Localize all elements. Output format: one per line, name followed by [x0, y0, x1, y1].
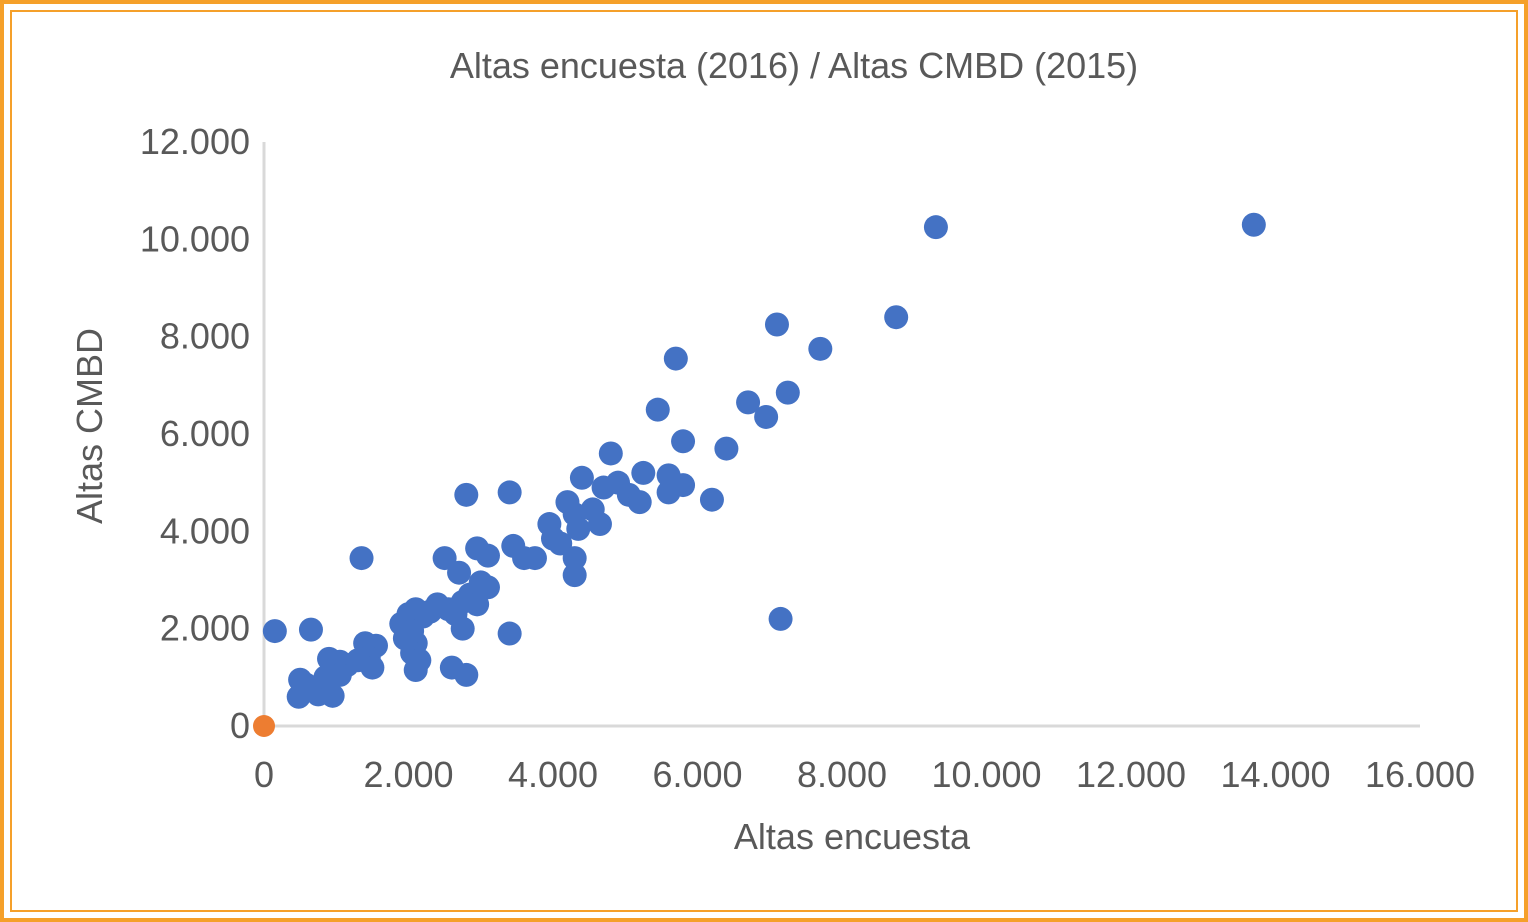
data-point [598, 441, 623, 466]
x-tick-label: 0 [254, 754, 274, 795]
x-tick-label: 2.000 [363, 754, 453, 795]
data-point [808, 336, 833, 361]
data-point [450, 616, 475, 641]
data-point [497, 480, 522, 505]
data-point [768, 606, 793, 631]
data-point [562, 546, 587, 571]
data-point [562, 563, 587, 588]
data-point [627, 490, 652, 515]
data-point [714, 436, 739, 461]
data-point [1241, 212, 1266, 237]
data-point [566, 516, 591, 541]
data-point [454, 482, 479, 507]
data-point [447, 560, 472, 585]
y-tick-label: 0 [230, 705, 250, 746]
x-tick-label: 10.000 [931, 754, 1041, 795]
x-tick-label: 4.000 [508, 754, 598, 795]
data-point [671, 429, 696, 454]
data-point [497, 621, 522, 646]
y-axis-label: Altas CMBD [69, 328, 110, 524]
data-point [262, 619, 287, 644]
x-tick-label: 8.000 [797, 754, 887, 795]
origin-point [253, 715, 275, 737]
data-point [475, 543, 500, 568]
data-point [475, 575, 500, 600]
data-point [403, 658, 428, 683]
x-tick-labels: 0 2.000 4.000 6.000 8.000 10.000 12.000 14.000 1… [254, 754, 1475, 795]
y-tick-label: 6.000 [160, 413, 250, 454]
data-point [754, 404, 779, 429]
data-point [671, 473, 696, 498]
data-point [522, 546, 547, 571]
data-point [775, 380, 800, 405]
data-point [349, 546, 374, 571]
data-point [569, 465, 594, 490]
data-point [631, 460, 656, 485]
y-tick-labels: 0 2.000 4.000 6.000 8.000 10.000 12.000 [140, 121, 250, 746]
x-tick-label: 12.000 [1076, 754, 1186, 795]
y-tick-label: 2.000 [160, 608, 250, 649]
data-point [587, 512, 612, 537]
data-points [253, 212, 1266, 737]
x-axis-label: Altas encuesta [734, 816, 971, 857]
data-point [298, 617, 323, 642]
data-point [884, 305, 909, 330]
data-point [699, 487, 724, 512]
x-tick-label: 16.000 [1365, 754, 1475, 795]
data-point [320, 683, 345, 708]
y-tick-label: 12.000 [140, 121, 250, 162]
data-point [923, 215, 948, 240]
data-point [465, 592, 490, 617]
y-tick-label: 8.000 [160, 316, 250, 357]
x-tick-label: 14.000 [1220, 754, 1330, 795]
data-point [293, 672, 318, 697]
chart-title: Altas encuesta (2016) / Altas CMBD (2015… [450, 45, 1138, 86]
data-point [432, 546, 457, 571]
chart-frame-inner [10, 10, 1518, 912]
data-point [548, 531, 573, 556]
data-point [345, 648, 370, 673]
y-tick-label: 4.000 [160, 510, 250, 551]
data-point [764, 312, 789, 337]
data-point [645, 397, 670, 422]
x-tick-label: 6.000 [652, 754, 742, 795]
y-tick-label: 10.000 [140, 218, 250, 259]
data-point [663, 346, 688, 371]
data-point [313, 665, 338, 690]
data-point [454, 662, 479, 687]
data-point [736, 390, 761, 415]
